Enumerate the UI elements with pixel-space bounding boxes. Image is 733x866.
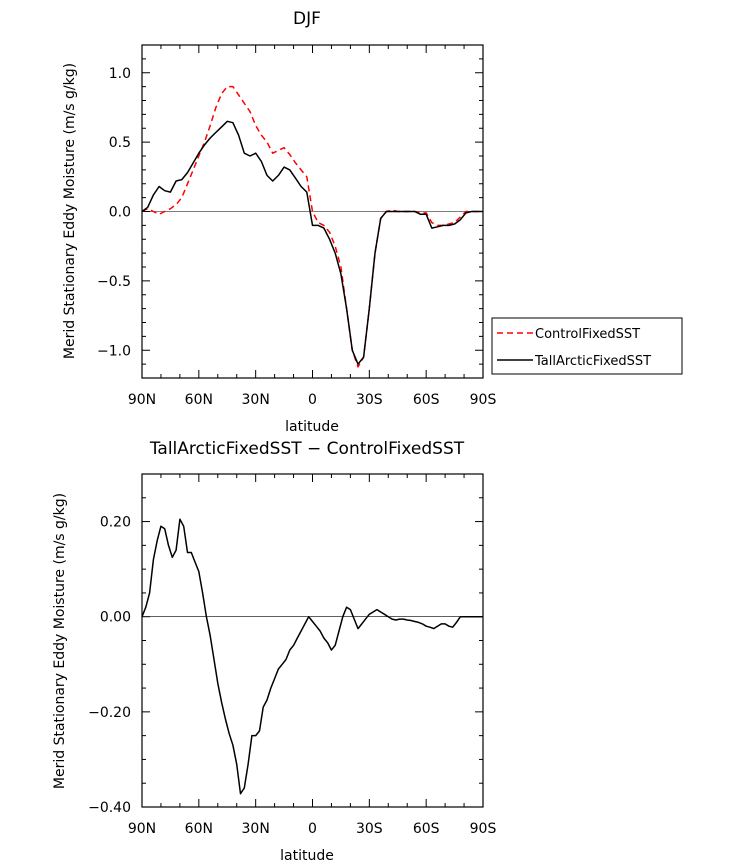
bottom-x-tick-label: 30N	[242, 821, 270, 837]
bottom-y-tick-label: 0.00	[100, 610, 131, 626]
top-series-line-2	[141, 120, 483, 365]
top-plot-marks: 90N 60N 30N 0 30S 60S 90S 1.0 0.5 0.0 −0.5 −1.0	[97, 44, 497, 408]
top-y-tick-label: 1.0	[109, 66, 131, 82]
bottom-title: TallArcticFixedSST − ControlFixedSST	[149, 439, 465, 459]
top-x-tick-label: 0	[308, 392, 317, 408]
bottom-ylabel: Merid Stationary Eddy Moisture (m/s g/kg…	[52, 493, 68, 789]
top-xlabel: latitude	[285, 419, 339, 435]
panel-top: DJF 90N 60N 30N 0 30S 60S 90S 1.0 0.5 0.0 −0.5 −1.0…	[62, 9, 683, 435]
bottom-x-tick-label: 60N	[185, 821, 213, 837]
bottom-plot-marks: 90N 60N 30N 0 30S 60S 90S 0.20 0.00 −0.20 −0.40	[88, 473, 497, 837]
top-y-tick-label: 0.5	[109, 135, 131, 151]
legend-box	[491, 317, 683, 375]
legend-label-control: ControlFixedSST	[535, 327, 640, 342]
bottom-x-tick-label: 0	[308, 821, 317, 837]
top-x-tick-label: 30S	[356, 392, 383, 408]
bottom-y-tick-label: 0.20	[100, 515, 131, 531]
top-y-tick-label: −1.0	[97, 343, 131, 359]
panel-bottom: TallArcticFixedSST − ControlFixedSST 90N…	[52, 439, 496, 864]
top-y-tick-label: 0.0	[109, 205, 131, 221]
legend: ControlFixedSST TallArcticFixedSST	[491, 317, 683, 375]
top-x-tick-label: 60S	[413, 392, 440, 408]
bottom-xlabel: latitude	[280, 848, 334, 864]
top-x-tick-label: 90S	[470, 392, 497, 408]
top-x-tick-label: 30N	[242, 392, 270, 408]
top-x-tick-label: 90N	[128, 392, 156, 408]
bottom-x-tick-label: 90N	[128, 821, 156, 837]
bottom-plot-frame	[141, 473, 484, 808]
bottom-y-tick-label: −0.40	[88, 800, 131, 816]
top-x-tick-label: 60N	[185, 392, 213, 408]
top-title: DJF	[293, 9, 321, 29]
bottom-x-tick-label: 30S	[356, 821, 383, 837]
legend-label-tall: TallArcticFixedSST	[534, 354, 651, 369]
top-ylabel: Merid Stationary Eddy Moisture (m/s g/kg…	[62, 63, 78, 359]
top-series-line-1	[141, 85, 483, 368]
bottom-x-tick-label: 90S	[470, 821, 497, 837]
bottom-y-tick-label: −0.20	[88, 705, 131, 721]
top-y-tick-label: −0.5	[97, 274, 131, 290]
bottom-x-tick-label: 60S	[413, 821, 440, 837]
bottom-series-line-1	[141, 518, 483, 795]
